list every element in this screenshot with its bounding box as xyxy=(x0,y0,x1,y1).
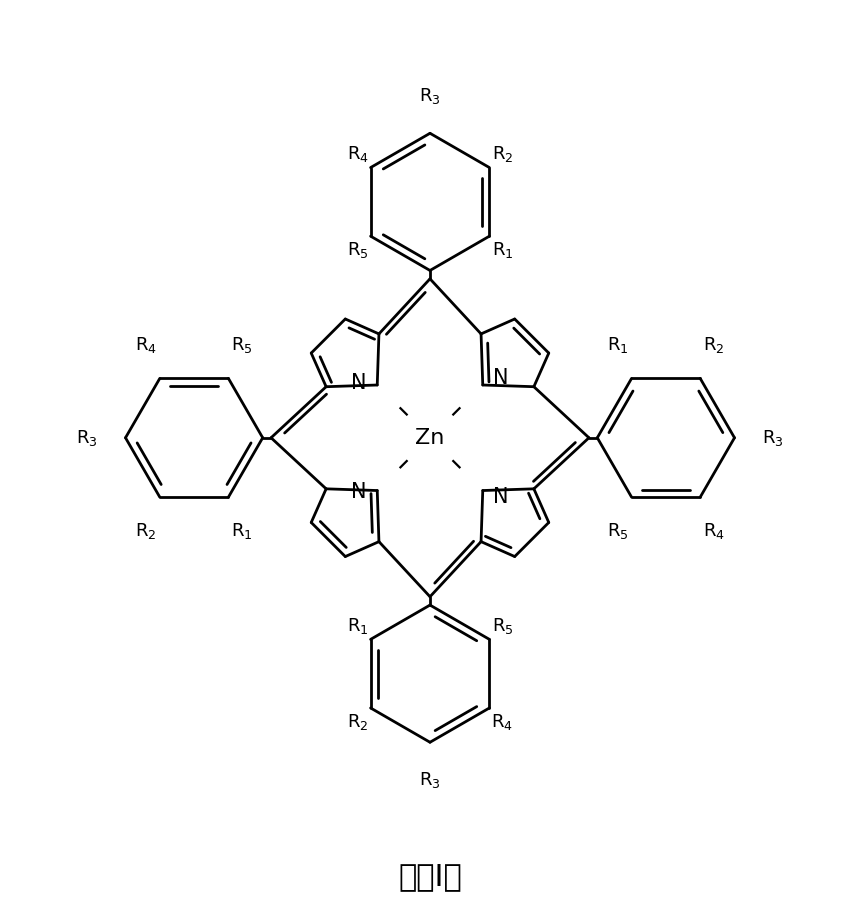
Text: R$_5$: R$_5$ xyxy=(492,615,513,635)
Text: R$_2$: R$_2$ xyxy=(135,521,157,541)
Text: R$_3$: R$_3$ xyxy=(419,770,441,790)
Text: R$_4$: R$_4$ xyxy=(347,144,369,164)
Text: R$_3$: R$_3$ xyxy=(419,85,441,105)
Text: R$_3$: R$_3$ xyxy=(77,428,98,448)
Text: R$_1$: R$_1$ xyxy=(347,615,368,635)
Text: R$_5$: R$_5$ xyxy=(607,521,629,541)
Text: R$_1$: R$_1$ xyxy=(607,335,629,355)
Text: R$_4$: R$_4$ xyxy=(491,712,513,732)
Text: R$_5$: R$_5$ xyxy=(347,240,368,260)
Text: R$_1$: R$_1$ xyxy=(231,521,253,541)
Text: R$_2$: R$_2$ xyxy=(492,144,513,164)
Text: 式（Ⅰ）: 式（Ⅰ） xyxy=(398,863,462,892)
Text: N: N xyxy=(494,487,509,507)
Text: R$_3$: R$_3$ xyxy=(762,428,783,448)
Text: N: N xyxy=(351,374,366,394)
Text: Zn: Zn xyxy=(415,428,445,448)
Text: N: N xyxy=(351,482,366,502)
Text: R$_4$: R$_4$ xyxy=(703,521,725,541)
Text: R$_4$: R$_4$ xyxy=(135,335,157,355)
Text: R$_1$: R$_1$ xyxy=(492,240,513,260)
Text: R$_2$: R$_2$ xyxy=(703,335,725,355)
Text: N: N xyxy=(494,368,509,388)
Text: R$_5$: R$_5$ xyxy=(231,335,253,355)
Text: R$_2$: R$_2$ xyxy=(347,712,368,732)
